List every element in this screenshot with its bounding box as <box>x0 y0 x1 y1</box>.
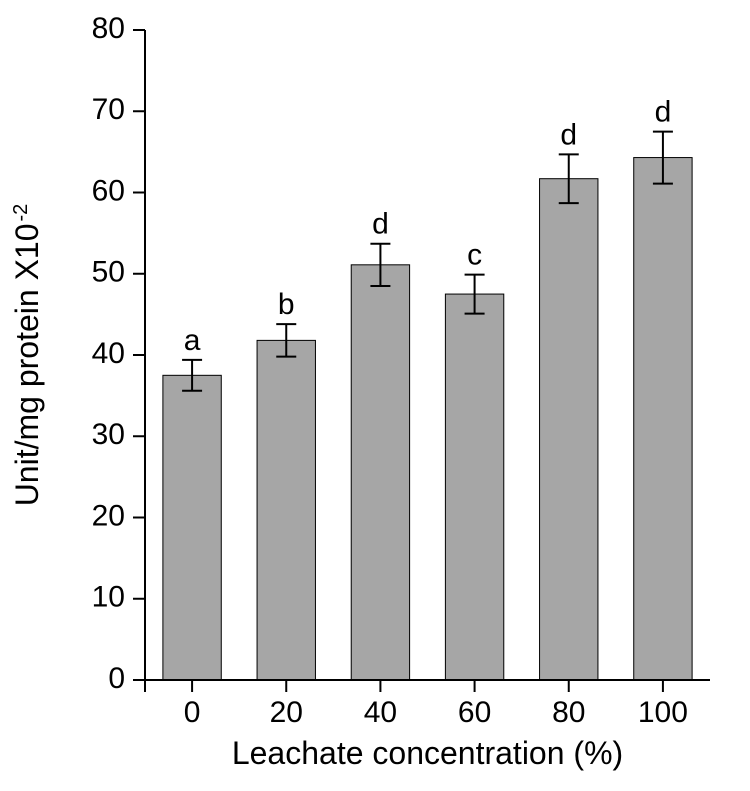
bar <box>634 158 692 680</box>
x-axis-label: Leachate concentration (%) <box>232 735 623 771</box>
bar <box>163 375 221 680</box>
y-tick-label: 0 <box>108 662 125 695</box>
x-tick-label: 80 <box>552 696 585 729</box>
bar-label: d <box>655 96 672 129</box>
y-axis-label: Unit/mg protein X10-2 <box>9 204 45 507</box>
x-tick-label: 0 <box>184 696 201 729</box>
bar-label: d <box>560 118 577 151</box>
bar-label: b <box>278 288 295 321</box>
x-tick-label: 100 <box>638 696 688 729</box>
chart-svg: a b d c d d 0 10 20 30 40 50 60 70 80 0 20 40 60 80 100 Leach… <box>0 0 750 791</box>
bar-label: a <box>184 324 201 357</box>
y-tick-label: 50 <box>92 256 125 289</box>
bar-label: d <box>372 208 389 241</box>
y-tick-label: 80 <box>92 12 125 45</box>
bar <box>445 294 503 680</box>
bar <box>540 179 598 680</box>
y-tick-label: 30 <box>92 418 125 451</box>
y-tick-label: 60 <box>92 174 125 207</box>
x-tick-label: 60 <box>458 696 491 729</box>
bar-label: c <box>467 239 482 272</box>
x-tick-label: 20 <box>270 696 303 729</box>
y-tick-label: 10 <box>92 581 125 614</box>
bar <box>257 340 315 680</box>
y-tick-label: 40 <box>92 337 125 370</box>
x-tick-label: 40 <box>364 696 397 729</box>
bar <box>351 265 409 680</box>
bar-chart: a b d c d d 0 10 20 30 40 50 60 70 80 0 20 40 60 80 100 Leach… <box>0 0 750 791</box>
y-tick-label: 20 <box>92 499 125 532</box>
y-tick-label: 70 <box>92 93 125 126</box>
